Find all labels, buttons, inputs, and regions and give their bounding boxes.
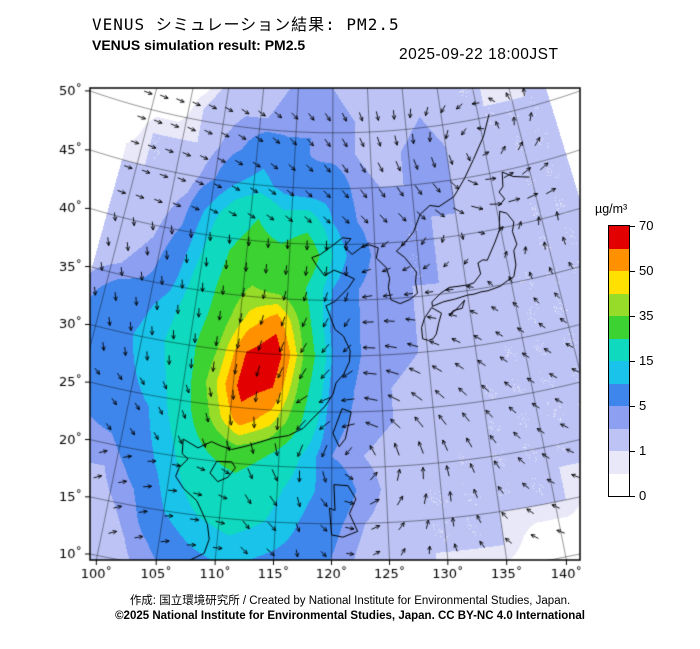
colorbar-segment	[609, 406, 629, 429]
colorbar-tick-mark	[630, 271, 635, 272]
colorbar-tick-label: 70	[639, 218, 654, 233]
colorbar-tick-label: 15	[639, 353, 654, 368]
timestamp: 2025-09-22 18:00JST	[399, 46, 559, 63]
colorbar-tick-mark	[630, 451, 635, 452]
title-japanese: VENUS シミュレーション結果: PM2.5	[92, 15, 400, 34]
colorbar-tick-mark	[630, 496, 635, 497]
colorbar-segment	[609, 383, 629, 406]
colorbar-segment	[609, 338, 629, 361]
colorbar-tick-mark	[630, 361, 635, 362]
credit-line: 作成: 国立環境研究所 / Created by National Instit…	[129, 595, 571, 607]
colorbar-segment	[609, 226, 629, 249]
colorbar	[608, 225, 630, 497]
colorbar-tick-label: 0	[639, 488, 647, 503]
colorbar-segment	[609, 293, 629, 316]
colorbar-segment	[609, 271, 629, 294]
colorbar-segment	[609, 451, 629, 474]
colorbar-segment	[609, 248, 629, 271]
title-english: VENUS simulation result: PM2.5	[92, 37, 306, 53]
colorbar-tick-label: 50	[639, 263, 654, 278]
colorbar-unit-label: µg/m³	[595, 202, 628, 216]
colorbar-tick-mark	[630, 316, 635, 317]
colorbar-tick-mark	[630, 226, 635, 227]
copyright-line: ©2025 National Institute for Environment…	[115, 610, 585, 622]
colorbar-segment	[609, 428, 629, 451]
colorbar-segment	[609, 316, 629, 339]
colorbar-segment	[609, 361, 629, 384]
colorbar-segment	[609, 473, 629, 496]
colorbar-tick-mark	[630, 406, 635, 407]
colorbar-tick-label: 35	[639, 308, 654, 323]
colorbar-tick-label: 5	[639, 398, 647, 413]
colorbar-tick-label: 1	[639, 443, 647, 458]
pm25-map-canvas	[40, 82, 590, 582]
